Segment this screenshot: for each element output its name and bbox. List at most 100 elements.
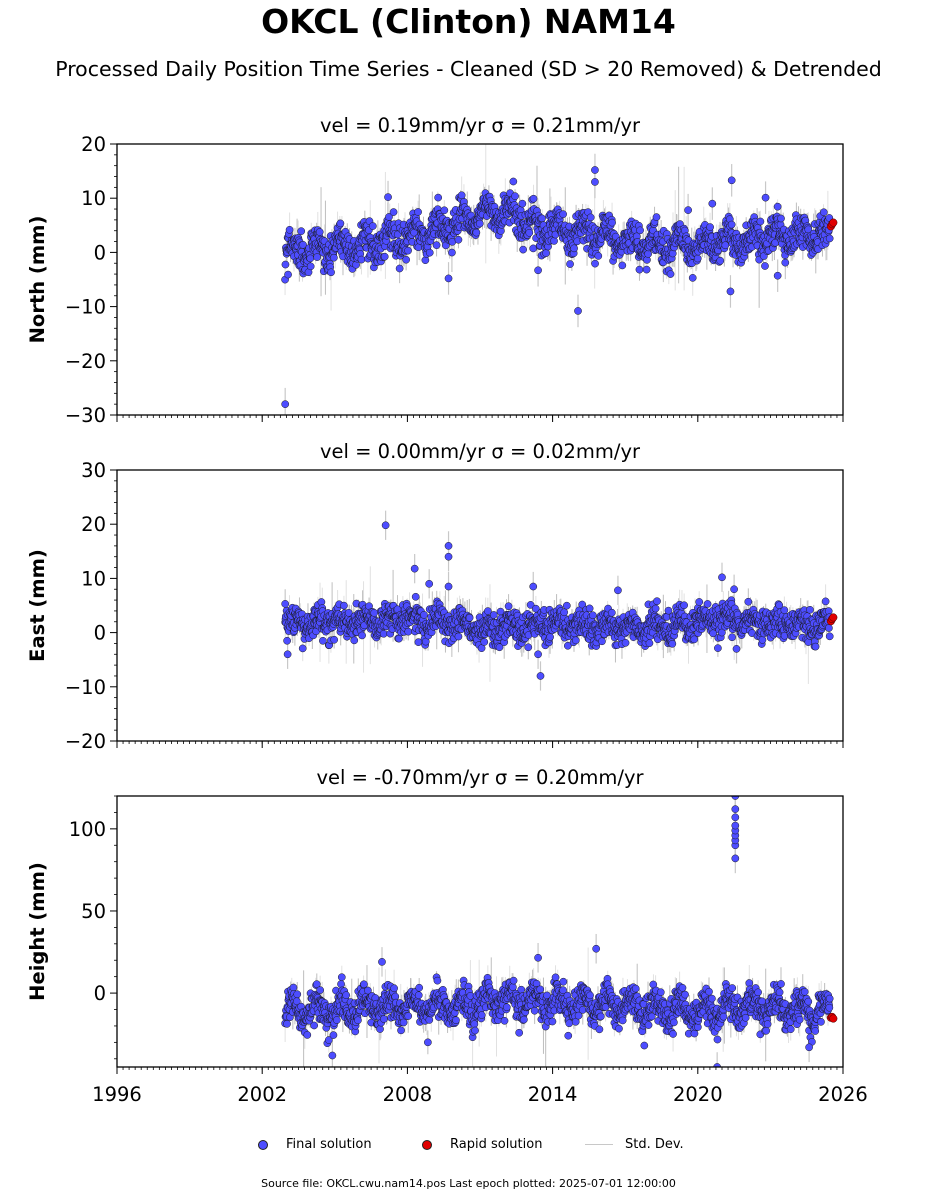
final-solution-point [744, 597, 753, 606]
final-solution-point [761, 262, 769, 270]
final-solution-point [336, 219, 345, 228]
final-solution-point [472, 228, 481, 237]
chart-title: OKCL (Clinton) NAM14 [261, 2, 676, 41]
final-solution-point [489, 611, 498, 619]
final-solution-point [411, 592, 420, 601]
final-solution-point [614, 586, 622, 595]
final-solution-point [781, 258, 790, 267]
y-tick-label: 0 [94, 622, 106, 645]
rapid-solution-points [826, 613, 838, 626]
final-solution-point [560, 608, 569, 617]
final-solution-point [434, 193, 443, 202]
final-solution-point [645, 639, 654, 648]
final-solution-point [327, 268, 335, 277]
final-solution-point [621, 638, 630, 647]
final-solution-point [594, 252, 603, 260]
final-solution-point [379, 629, 388, 638]
final-solution-point [465, 613, 474, 622]
final-solution-point [395, 264, 404, 273]
final-solution-point [303, 1031, 312, 1039]
rapid-solution-point [829, 218, 838, 227]
final-solution-point [484, 607, 492, 615]
final-solution-point [714, 644, 722, 652]
final-solution-point [281, 400, 290, 409]
y-tick-label: 10 [81, 187, 106, 210]
final-solution-point [504, 602, 513, 611]
std-dev-bars [284, 144, 830, 415]
final-solution-point [529, 582, 538, 591]
final-solution-point [358, 631, 366, 640]
final-solution-point [524, 643, 533, 652]
final-solution-point [440, 206, 449, 215]
final-solution-point [559, 210, 567, 219]
y-tick-label: 0 [94, 241, 106, 264]
final-solution-point [821, 597, 830, 606]
final-solution-point [344, 608, 353, 617]
final-solution-point [525, 228, 534, 237]
final-solution-point [306, 254, 315, 263]
final-solution-point [448, 248, 456, 257]
final-solution-point [819, 208, 828, 217]
chart-subtitle: Processed Daily Position Time Series - C… [55, 57, 882, 81]
final-solution-point [718, 628, 726, 637]
final-solution-point [526, 601, 535, 609]
final-solution-point [306, 262, 315, 271]
final-solution-point [721, 241, 730, 250]
final-solution-point [285, 225, 294, 234]
final-solution-point [297, 227, 306, 235]
rapid-solution-point [829, 613, 838, 622]
final-solution-point [480, 638, 489, 646]
final-solution-point [550, 237, 558, 245]
final-solution-point [653, 597, 661, 606]
final-solution-point [706, 223, 714, 231]
final-solution-point [444, 552, 453, 561]
final-solution-point [598, 637, 606, 646]
final-solution-point [404, 246, 412, 255]
final-solution-point [425, 579, 434, 588]
panel-north: −30 −20 −10 0 10 20 vel = 0.19mm/yr σ = 0.21mm… [26, 114, 844, 427]
final-solution-point [777, 214, 785, 223]
final-solution-point [588, 611, 597, 620]
final-solution-point [536, 672, 545, 680]
std-dev-bars [284, 796, 830, 1067]
final-solution-points [281, 166, 834, 409]
final-solution-point [578, 600, 587, 609]
final-solution-point [585, 604, 594, 613]
final-solution-point [668, 639, 677, 648]
final-solution-point [732, 645, 741, 653]
final-solution-point [758, 636, 767, 644]
final-solution-point [570, 244, 578, 253]
final-solution-point [635, 265, 644, 274]
final-solution-point [534, 650, 542, 659]
y-tick-label: 10 [81, 567, 106, 590]
final-solution-point [726, 287, 735, 296]
final-solution-point [444, 274, 453, 283]
final-solution-point [380, 252, 389, 261]
y-tick-label: −20 [65, 350, 106, 373]
final-solution-point [761, 193, 770, 202]
final-solution-point [756, 217, 765, 226]
final-solution-point [425, 248, 434, 257]
final-solution-point [350, 636, 359, 645]
final-solution-point [414, 208, 422, 216]
final-solution-point [680, 601, 688, 610]
final-solution-point [283, 636, 291, 645]
final-solution-point [664, 606, 673, 615]
final-solution-point [591, 166, 599, 174]
final-solution-point [636, 226, 644, 235]
final-solution-point [608, 218, 616, 227]
final-solution-point [384, 193, 392, 201]
final-solution-point [283, 1020, 291, 1028]
final-solution-point [299, 240, 307, 249]
final-solution-point [591, 259, 599, 268]
y-tick-label: −10 [65, 676, 106, 699]
final-solution-point [509, 177, 518, 186]
final-solution-point [410, 564, 419, 573]
final-solution-point [708, 199, 717, 208]
panel-east: −20 −10 0 10 20 30 vel = 0.00mm/yr σ = 0.02mm/… [26, 440, 844, 753]
final-solution-point [475, 219, 484, 228]
final-solution-point [389, 208, 398, 216]
final-solution-point [695, 598, 704, 606]
panel-title: vel = 0.19mm/yr σ = 0.21mm/yr [320, 114, 641, 137]
